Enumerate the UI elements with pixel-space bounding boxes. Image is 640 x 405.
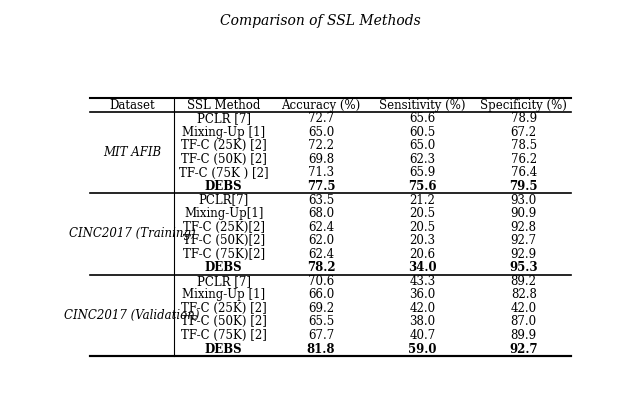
Text: 40.7: 40.7	[409, 329, 435, 342]
Text: TF-C (75K)[2]: TF-C (75K)[2]	[182, 248, 265, 261]
Text: 62.4: 62.4	[308, 221, 334, 234]
Text: Mixing-Up [1]: Mixing-Up [1]	[182, 288, 265, 301]
Text: 75.6: 75.6	[408, 180, 436, 193]
Text: 79.5: 79.5	[509, 180, 538, 193]
Text: 70.6: 70.6	[308, 275, 334, 288]
Text: 38.0: 38.0	[410, 315, 435, 328]
Text: TF-C (25K) [2]: TF-C (25K) [2]	[181, 302, 267, 315]
Text: CINC2017 (Validation): CINC2017 (Validation)	[64, 309, 200, 322]
Text: 65.6: 65.6	[409, 112, 435, 125]
Text: 67.2: 67.2	[511, 126, 537, 139]
Text: 92.7: 92.7	[509, 343, 538, 356]
Text: 71.3: 71.3	[308, 166, 334, 179]
Text: 89.2: 89.2	[511, 275, 537, 288]
Text: 68.0: 68.0	[308, 207, 334, 220]
Text: 69.2: 69.2	[308, 302, 334, 315]
Text: 72.7: 72.7	[308, 112, 334, 125]
Text: 20.5: 20.5	[410, 207, 435, 220]
Text: PCLR [7]: PCLR [7]	[196, 112, 251, 125]
Text: 77.5: 77.5	[307, 180, 335, 193]
Text: 87.0: 87.0	[511, 315, 537, 328]
Text: Sensitivity (%): Sensitivity (%)	[379, 99, 466, 112]
Text: 36.0: 36.0	[409, 288, 435, 301]
Text: 62.3: 62.3	[410, 153, 435, 166]
Text: 63.5: 63.5	[308, 194, 334, 207]
Text: 34.0: 34.0	[408, 261, 436, 274]
Text: Comparison of SSL Methods: Comparison of SSL Methods	[220, 14, 420, 28]
Text: 82.8: 82.8	[511, 288, 537, 301]
Text: TF-C (25K)[2]: TF-C (25K)[2]	[182, 221, 265, 234]
Text: TF-C (25K) [2]: TF-C (25K) [2]	[181, 139, 267, 152]
Text: 67.7: 67.7	[308, 329, 334, 342]
Text: Mixing-Up [1]: Mixing-Up [1]	[182, 126, 265, 139]
Text: 69.8: 69.8	[308, 153, 334, 166]
Text: CINC2017 (Training): CINC2017 (Training)	[68, 227, 195, 241]
Text: Mixing-Up[1]: Mixing-Up[1]	[184, 207, 264, 220]
Text: 78.9: 78.9	[511, 112, 537, 125]
Text: 65.0: 65.0	[409, 139, 435, 152]
Text: TF-C (75K) [2]: TF-C (75K) [2]	[180, 329, 267, 342]
Text: 76.2: 76.2	[511, 153, 537, 166]
Text: PCLR[7]: PCLR[7]	[198, 194, 249, 207]
Text: 42.0: 42.0	[410, 302, 435, 315]
Text: 93.0: 93.0	[511, 194, 537, 207]
Text: 92.8: 92.8	[511, 221, 537, 234]
Text: 20.3: 20.3	[410, 234, 435, 247]
Text: 95.3: 95.3	[509, 261, 538, 274]
Text: 65.9: 65.9	[409, 166, 435, 179]
Text: 62.4: 62.4	[308, 248, 334, 261]
Text: 78.5: 78.5	[511, 139, 537, 152]
Text: 81.8: 81.8	[307, 343, 335, 356]
Text: 65.0: 65.0	[308, 126, 334, 139]
Text: TF-C (50K)[2]: TF-C (50K)[2]	[182, 234, 265, 247]
Text: SSL Method: SSL Method	[187, 99, 260, 112]
Text: TF-C (75K ) [2]: TF-C (75K ) [2]	[179, 166, 269, 179]
Text: 62.0: 62.0	[308, 234, 334, 247]
Text: 76.4: 76.4	[511, 166, 537, 179]
Text: 21.2: 21.2	[410, 194, 435, 207]
Text: 92.7: 92.7	[511, 234, 537, 247]
Text: 65.5: 65.5	[308, 315, 334, 328]
Text: 72.2: 72.2	[308, 139, 334, 152]
Text: PCLR [7]: PCLR [7]	[196, 275, 251, 288]
Text: TF-C (50K) [2]: TF-C (50K) [2]	[180, 153, 267, 166]
Text: Specificity (%): Specificity (%)	[480, 99, 567, 112]
Text: 43.3: 43.3	[409, 275, 435, 288]
Text: Dataset: Dataset	[109, 99, 155, 112]
Text: TF-C (50K) [2]: TF-C (50K) [2]	[180, 315, 267, 328]
Text: 20.5: 20.5	[410, 221, 435, 234]
Text: 92.9: 92.9	[511, 248, 537, 261]
Text: 59.0: 59.0	[408, 343, 436, 356]
Text: 89.9: 89.9	[511, 329, 537, 342]
Text: MIT AFIB: MIT AFIB	[103, 146, 161, 159]
Text: 42.0: 42.0	[511, 302, 537, 315]
Text: 78.2: 78.2	[307, 261, 335, 274]
Text: DEBS: DEBS	[205, 180, 243, 193]
Text: 60.5: 60.5	[409, 126, 435, 139]
Text: DEBS: DEBS	[205, 343, 243, 356]
Text: 20.6: 20.6	[410, 248, 435, 261]
Text: DEBS: DEBS	[205, 261, 243, 274]
Text: Accuracy (%): Accuracy (%)	[282, 99, 361, 112]
Text: 66.0: 66.0	[308, 288, 334, 301]
Text: 90.9: 90.9	[511, 207, 537, 220]
